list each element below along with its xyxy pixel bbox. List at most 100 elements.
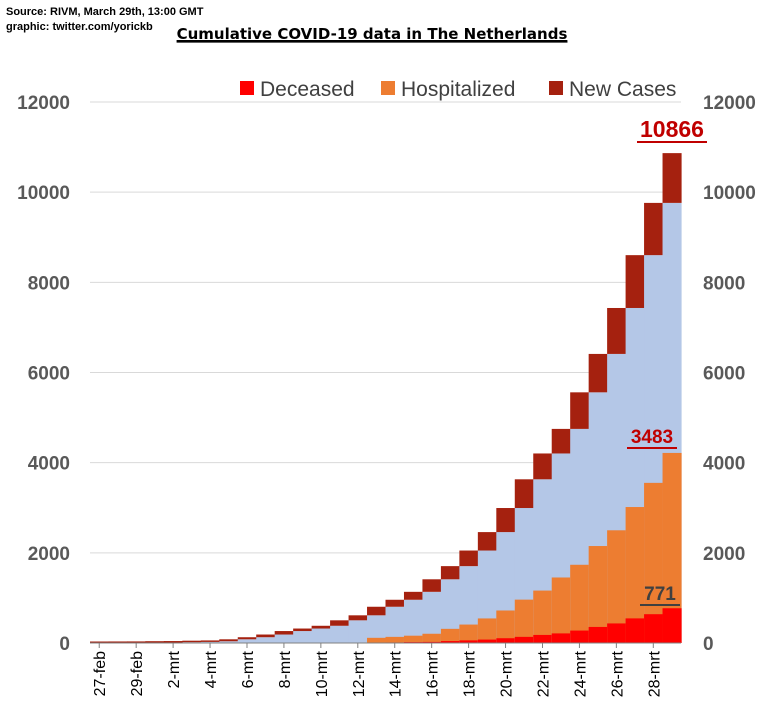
hospitalized-bar [588, 546, 608, 643]
hospitalized-bar [367, 637, 387, 643]
y-tick-label-right: 2000 [703, 544, 745, 565]
new-cases-bar [108, 641, 128, 643]
x-tick-label: 28-mrt [646, 650, 663, 697]
cases-fill-bar [459, 566, 479, 643]
deceased-bar [533, 634, 553, 643]
new-cases-bar [477, 532, 497, 551]
hospitalized-bar [403, 635, 424, 643]
hospitalized-bar [496, 610, 516, 643]
cases-fill-bar [293, 631, 313, 643]
y-tick-label-right: 8000 [703, 273, 745, 294]
deceased-bar [570, 630, 590, 643]
deceased-bar [422, 641, 442, 643]
new-cases-bar [274, 631, 294, 635]
legend-label-deceased: Deceased [260, 78, 355, 101]
graphic-credit: graphic: twitter.com/yorickb [6, 21, 153, 33]
x-tick-label: 10-mrt [314, 650, 331, 697]
new-cases-bar [514, 479, 534, 509]
y-axis-left: 0 2000 4000 6000 8000 10000 12000 [17, 93, 70, 655]
x-tick-label: 29-feb [129, 651, 146, 696]
legend-label-hospitalized: Hospitalized [401, 78, 515, 101]
cases-fill-bar [403, 599, 424, 643]
y-tick-label-left: 6000 [28, 364, 70, 385]
deceased-bar [644, 614, 664, 643]
y-tick-label-left: 2000 [28, 544, 70, 565]
legend-label-new-cases: New Cases [569, 78, 676, 101]
annotation-deceased: 771 [644, 584, 676, 605]
annotations: 10866 3483 771 [627, 116, 707, 606]
new-cases-bar [533, 453, 553, 480]
new-cases-bar [163, 641, 183, 643]
hospitalized-bar [551, 577, 571, 643]
x-tick-label: 22-mrt [535, 650, 552, 697]
x-tick-label: 26-mrt [609, 650, 626, 697]
new-cases-bar [607, 307, 627, 354]
new-cases-bar [662, 153, 682, 203]
annotation-total-cases: 10866 [640, 116, 704, 142]
new-cases-bar [311, 625, 331, 629]
cases-fill-bar [422, 591, 442, 643]
new-cases-bar [237, 637, 257, 640]
x-tick-label: 20-mrt [499, 650, 516, 697]
new-cases-bar [570, 392, 590, 429]
x-tick-label: 8-mrt [277, 650, 294, 688]
new-cases-bar [256, 634, 276, 638]
new-cases-bar [126, 641, 147, 643]
deceased-bar [551, 633, 571, 643]
x-tick-label: 16-mrt [425, 650, 442, 697]
data-steps [90, 153, 682, 644]
deceased-bar [459, 640, 479, 643]
new-cases-bar [496, 508, 516, 533]
new-cases-bar [403, 591, 424, 600]
x-tick-label: 24-mrt [572, 650, 589, 697]
new-cases-bar [293, 628, 313, 632]
x-tick-label: 2-mrt [166, 650, 183, 688]
y-tick-label-right: 6000 [703, 364, 745, 385]
y-tick-label-right: 10000 [703, 183, 756, 204]
hospitalized-bar [607, 530, 627, 643]
deceased-bar [588, 626, 608, 643]
hospitalized-bar [422, 633, 442, 643]
legend-swatch-hospitalized [381, 81, 395, 95]
new-cases-bar [625, 255, 645, 308]
x-tick-label: 18-mrt [462, 650, 479, 697]
hospitalized-bar [385, 636, 405, 643]
legend: Deceased Hospitalized New Cases [240, 78, 676, 101]
cases-fill-bar [256, 637, 276, 643]
hospitalized-bar [459, 624, 479, 643]
cases-fill-bar [330, 625, 350, 643]
hospitalized-bar [570, 564, 590, 643]
new-cases-bar [145, 641, 165, 643]
chart-title: Cumulative COVID-19 data in The Netherla… [177, 25, 568, 43]
hospitalized-bar [477, 618, 497, 643]
deceased-bar [514, 636, 534, 643]
y-tick-label-right: 12000 [703, 93, 756, 114]
x-tick-label: 12-mrt [351, 650, 368, 697]
new-cases-bar [367, 606, 387, 616]
source-note: Source: RIVM, March 29th, 13:00 GMT [6, 6, 204, 18]
y-tick-label-left: 4000 [28, 454, 70, 475]
deceased-bar [625, 618, 645, 643]
legend-swatch-deceased [240, 81, 254, 95]
cases-fill-bar [237, 639, 257, 643]
hospitalized-bar [440, 628, 460, 643]
deceased-bar [607, 623, 627, 643]
new-cases-bar [182, 640, 202, 643]
new-cases-bar [551, 428, 571, 454]
y-tick-label-left: 12000 [17, 93, 70, 114]
hospitalized-bar [533, 590, 553, 643]
x-axis: 27-feb 29-feb 2-mrt 4-mrt 6-mrt 8-mrt 10-mrt 12… [92, 643, 663, 697]
cases-fill-bar [367, 615, 387, 643]
x-tick-label: 4-mrt [203, 650, 220, 688]
hospitalized-bar [514, 599, 534, 643]
cases-fill-bar [440, 579, 460, 643]
hospitalized-bar [625, 507, 645, 643]
deceased-bar [662, 608, 682, 643]
y-tick-label-left: 0 [59, 634, 70, 655]
deceased-bar [440, 641, 460, 643]
new-cases-bar [459, 550, 479, 567]
gridlines [90, 101, 681, 554]
cases-fill-bar [219, 641, 239, 643]
new-cases-bar [330, 620, 350, 626]
